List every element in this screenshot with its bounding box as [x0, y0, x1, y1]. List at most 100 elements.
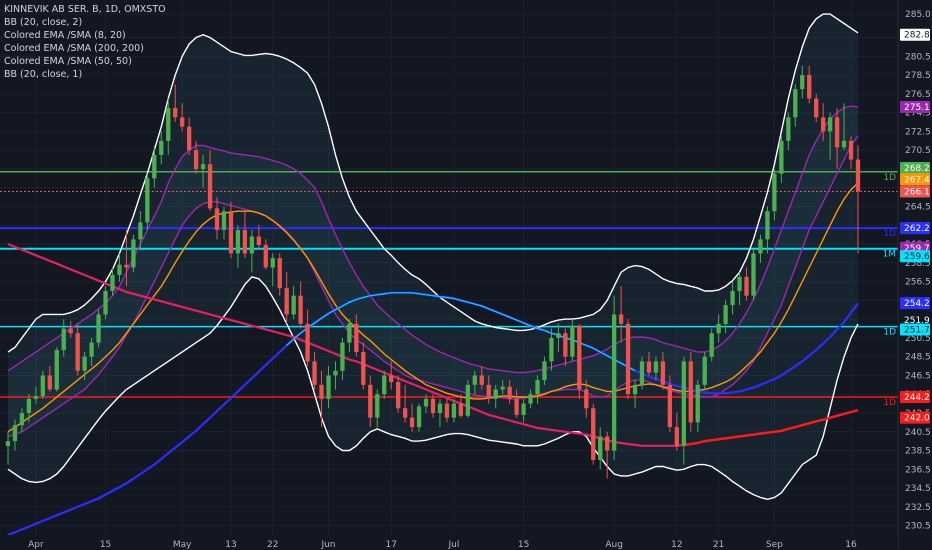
- candle: [591, 403, 596, 465]
- candle: [340, 337, 345, 381]
- candle: [848, 136, 854, 169]
- candle: [625, 319, 631, 399]
- candle-body: [263, 244, 268, 268]
- bb1-upper-line: [7, 105, 859, 374]
- candle-body: [611, 314, 617, 451]
- candle: [563, 328, 568, 367]
- candle-body: [326, 375, 331, 399]
- candle-body: [249, 236, 255, 254]
- candle: [145, 173, 150, 230]
- y-tick-label: 246.5: [905, 371, 931, 381]
- x-tick-label: Jun: [320, 540, 335, 550]
- bb1-fill: [8, 106, 858, 437]
- candle: [723, 300, 728, 334]
- price-badge: [900, 162, 930, 175]
- y-tick-label: 280.5: [905, 52, 931, 62]
- horizontal-levels: 1D 1D 1M 1D 1D: [0, 171, 898, 408]
- candle: [827, 112, 833, 160]
- legend-item-ema-sma-8-20[interactable]: Colored EMA /SMA (8, 20): [4, 30, 126, 41]
- candle-body: [786, 117, 791, 141]
- candle-body: [235, 229, 241, 254]
- y-tick-label: 285.0: [905, 10, 931, 20]
- candle-body: [89, 342, 94, 357]
- candle-body: [751, 253, 756, 296]
- candle: [89, 337, 94, 367]
- candle: [319, 370, 324, 428]
- candle-body: [723, 305, 728, 324]
- level-label: 1D: [883, 328, 896, 338]
- candle: [214, 197, 220, 240]
- candle-body: [834, 117, 840, 148]
- candle: [458, 394, 464, 418]
- candle: [277, 253, 282, 296]
- candle-body: [382, 375, 387, 395]
- candle: [437, 398, 443, 428]
- candle: [639, 356, 645, 390]
- chart-legend: KINNEVIK AB SER. B, 1D, OMXSTO BB (20, c…: [4, 3, 166, 81]
- price-badge: [900, 101, 930, 113]
- price-badge: [900, 185, 930, 198]
- legend-item-ema-sma-200[interactable]: Colored EMA /SMA (200, 200): [4, 43, 144, 54]
- candle: [173, 84, 178, 123]
- candle: [807, 65, 812, 104]
- candle-body: [855, 159, 861, 192]
- price-badge: [900, 173, 930, 186]
- candle: [152, 145, 157, 188]
- candle-body: [138, 222, 143, 240]
- y-tick-label: 278.5: [905, 71, 931, 81]
- candle-body: [493, 389, 498, 399]
- candle-body: [625, 323, 631, 395]
- candle: [514, 389, 519, 418]
- band-fills: [8, 14, 858, 500]
- candle: [646, 351, 652, 376]
- candle: [535, 375, 540, 404]
- candle-body: [591, 408, 596, 460]
- candle: [493, 384, 498, 409]
- candle-body: [563, 333, 568, 357]
- price-badge-text: 268.2: [904, 164, 930, 174]
- candle: [584, 380, 589, 418]
- y-tick-label: 274.5: [905, 109, 931, 119]
- legend-item-bb2[interactable]: BB (20, close, 2): [4, 17, 83, 28]
- candle-body: [500, 386, 505, 390]
- bb1-lower-line: [7, 135, 859, 438]
- candle-body: [549, 337, 554, 362]
- candle: [786, 112, 791, 151]
- y-tick-label: 258.5: [905, 259, 931, 269]
- candle-body: [75, 333, 80, 371]
- candle: [800, 65, 805, 99]
- candle-body: [409, 417, 415, 428]
- candle-body: [814, 98, 819, 118]
- candle-body: [256, 236, 261, 245]
- candle-body: [54, 350, 59, 390]
- bb2-fill: [8, 14, 858, 500]
- candle: [75, 323, 80, 376]
- candle: [389, 361, 394, 390]
- candle: [423, 394, 429, 413]
- candle-body: [166, 107, 171, 141]
- candle-body: [361, 351, 366, 385]
- candle: [793, 84, 798, 127]
- candle-body: [375, 394, 380, 418]
- candle-body: [646, 361, 652, 373]
- candle: [347, 319, 352, 352]
- candle-body: [26, 398, 32, 413]
- candle: [737, 272, 742, 306]
- legend-item-ema-sma-50[interactable]: Colored EMA /SMA (50, 50): [4, 56, 132, 67]
- candles[interactable]: [5, 65, 861, 479]
- candle-body: [514, 398, 519, 415]
- candle-body: [667, 384, 673, 428]
- candle-body: [521, 403, 526, 415]
- candle-body: [305, 323, 310, 362]
- candle: [368, 375, 373, 428]
- legend-item-bb1[interactable]: BB (20, close, 1): [4, 69, 83, 80]
- candle: [96, 309, 101, 348]
- candle-body: [68, 328, 73, 334]
- candle: [124, 229, 129, 287]
- candle-body: [821, 117, 826, 132]
- y-tick-label: 238.5: [905, 447, 931, 457]
- candle-body: [291, 295, 296, 315]
- candle: [542, 356, 547, 385]
